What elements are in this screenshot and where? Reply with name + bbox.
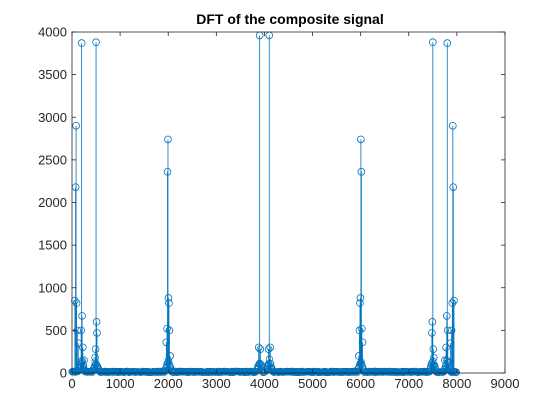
peak-marker xyxy=(79,343,87,352)
peak-marker xyxy=(165,299,173,307)
peak-marker xyxy=(93,329,101,337)
peak-marker xyxy=(164,294,173,302)
x-tick-label: 4000 xyxy=(250,376,279,391)
y-axis-ticks: 0 500 1000 1500 2000 2500 3000 3500 4000 xyxy=(38,25,505,381)
x-axis-ticks: 0 1000 2000 3000 4000 5000 6000 7000 8000 9000 xyxy=(68,32,519,391)
x-tick-label: 0 xyxy=(68,376,75,391)
axes-background xyxy=(72,32,505,373)
peak-marker xyxy=(164,135,172,144)
peak-marker xyxy=(356,299,364,307)
peak-marker xyxy=(91,345,100,353)
peak-marker xyxy=(358,338,367,347)
stems-layer xyxy=(68,31,461,377)
x-tick-label: 9000 xyxy=(491,376,520,391)
peak-marker xyxy=(77,39,86,47)
peak-marker xyxy=(92,38,100,47)
peak-marker xyxy=(357,168,366,176)
peak-marker xyxy=(77,326,85,335)
peak-marker xyxy=(443,39,452,47)
peak-marker xyxy=(441,356,449,365)
x-tick-label: 6000 xyxy=(346,376,375,391)
peak-marker xyxy=(358,324,366,333)
peak-marker xyxy=(264,345,273,353)
peak-marker xyxy=(447,326,456,335)
peak-stems xyxy=(71,31,458,373)
peak-marker xyxy=(71,296,79,305)
y-tick-label: 0 xyxy=(60,366,67,381)
peak-marker xyxy=(72,121,80,130)
x-tick-label: 7000 xyxy=(394,376,423,391)
peak-marker xyxy=(357,135,365,144)
y-tick-label: 2000 xyxy=(38,195,67,210)
peak-marker xyxy=(428,329,436,337)
y-tick-label: 500 xyxy=(45,323,67,338)
x-tick-label: 1000 xyxy=(106,376,135,391)
peak-marker xyxy=(163,324,171,333)
peak-marker xyxy=(78,312,86,320)
x-tick-label: 3000 xyxy=(202,376,231,391)
y-tick-label: 1000 xyxy=(38,280,67,295)
peak-marker xyxy=(356,294,365,302)
x-tick-label: 5000 xyxy=(298,376,327,391)
peak-marker xyxy=(449,183,458,191)
peak-marker xyxy=(254,343,263,352)
chart-title: DFT of the composite signal xyxy=(196,11,383,27)
y-tick-label: 4000 xyxy=(38,25,67,40)
peak-marker xyxy=(429,353,438,362)
peak-marker xyxy=(428,318,437,326)
peak-marker xyxy=(256,345,265,353)
noise-marker xyxy=(257,362,265,370)
peak-marker xyxy=(163,168,172,176)
peak-marker xyxy=(266,343,275,352)
y-tick-label: 3500 xyxy=(38,67,67,82)
peak-marker xyxy=(448,299,457,307)
peak-marker xyxy=(80,356,88,365)
peak-marker xyxy=(72,299,81,307)
peak-marker xyxy=(92,318,101,326)
y-tick-label: 1500 xyxy=(38,238,67,253)
peak-marker xyxy=(165,326,174,335)
peak-marker xyxy=(443,326,452,335)
y-tick-label: 2500 xyxy=(38,152,67,167)
y-tick-label: 3000 xyxy=(38,110,67,125)
peak-marker xyxy=(429,38,437,47)
peak-marker xyxy=(448,121,457,130)
x-tick-label: 8000 xyxy=(442,376,471,391)
peak-marker xyxy=(442,343,450,352)
peak-marker xyxy=(429,345,438,353)
x-tick-label: 2000 xyxy=(154,376,183,391)
peak-marker xyxy=(91,353,99,362)
peak-marker xyxy=(442,312,451,320)
peak-marker xyxy=(450,296,458,305)
peak-marker xyxy=(166,352,174,360)
peak-marker xyxy=(355,326,364,335)
